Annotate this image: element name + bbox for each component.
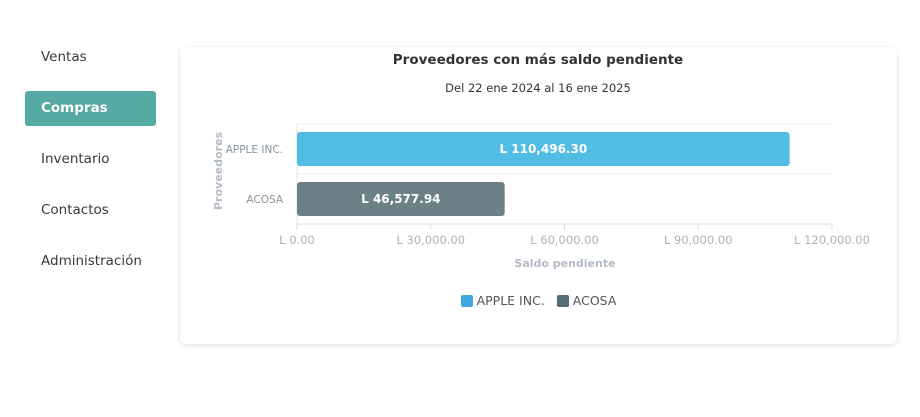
- chart-subtitle: Del 22 ene 2024 al 16 ene 2025: [445, 81, 631, 95]
- legend-swatch-apple: [460, 294, 473, 307]
- y-category-label: APPLE INC.: [226, 144, 283, 156]
- sidebar-item-compras[interactable]: Compras: [25, 91, 156, 126]
- x-tick-label: L 60,000.00: [530, 233, 599, 247]
- sidebar-item-contactos[interactable]: Contactos: [41, 202, 109, 218]
- y-category-label: ACOSA: [246, 194, 283, 206]
- sidebar: Ventas Compras Inventario Contactos Admi…: [25, 40, 156, 295]
- x-axis-title: Saldo pendiente: [514, 257, 615, 270]
- bar-chart: Proveedores con más saldo pendiente Del …: [212, 52, 870, 270]
- sidebar-item-administracion[interactable]: Administración: [41, 253, 142, 269]
- x-tick-label: L 30,000.00: [396, 233, 465, 247]
- bar: [297, 182, 505, 216]
- x-tick-label: L 90,000.00: [664, 233, 733, 247]
- bar-value-label: L 110,496.30: [499, 142, 587, 156]
- chart-legend: APPLE INC. ACOSA: [180, 293, 897, 310]
- bar-value-label: L 46,577.94: [361, 192, 440, 206]
- bar: [297, 132, 790, 166]
- chart-title: Proveedores con más saldo pendiente: [393, 52, 683, 68]
- legend-swatch-acosa: [556, 294, 569, 307]
- legend-label-apple: APPLE INC.: [476, 293, 545, 308]
- sidebar-item-inventario[interactable]: Inventario: [41, 151, 110, 167]
- sidebar-item-ventas[interactable]: Ventas: [41, 49, 87, 65]
- chart-card: Proveedores con más saldo pendiente Del …: [180, 47, 897, 344]
- x-tick-label: L 120,000.00: [794, 233, 870, 247]
- legend-item-apple[interactable]: APPLE INC.: [460, 293, 545, 308]
- legend-item-acosa[interactable]: ACOSA: [556, 293, 617, 308]
- y-axis-title: Proveedores: [212, 132, 225, 210]
- x-tick-label: L 0.00: [279, 233, 315, 247]
- legend-label-acosa: ACOSA: [572, 293, 617, 308]
